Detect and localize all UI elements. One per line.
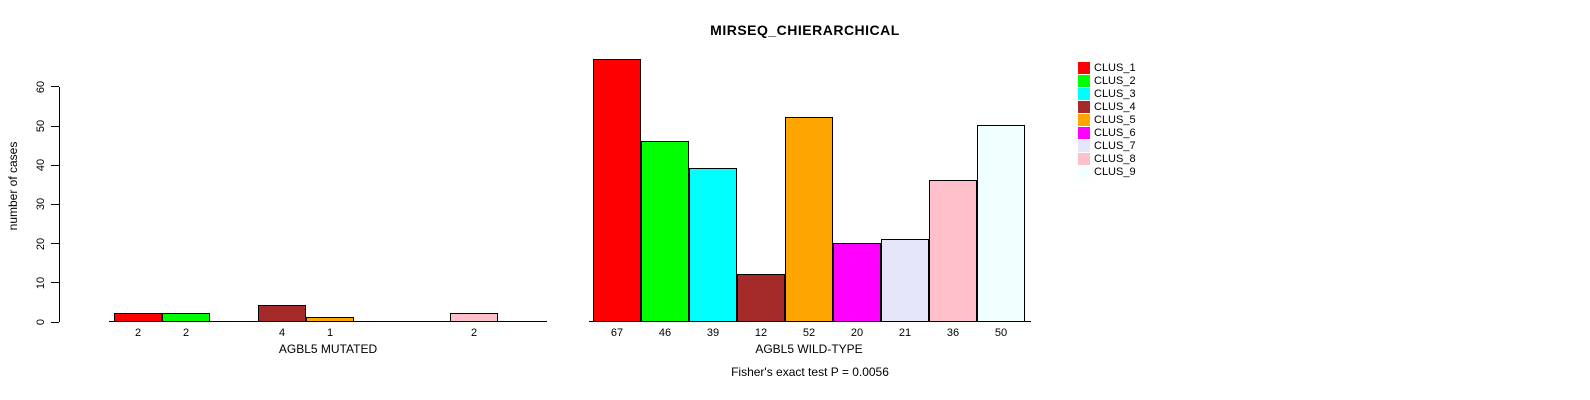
legend-item-clus_5: CLUS_5 [1078,114,1136,126]
legend-label: CLUS_3 [1094,88,1136,100]
bar-value-label: 2 [182,327,190,339]
y-tick-label: 30 [35,198,47,211]
y-axis-title: number of cases [6,141,20,231]
bar-clus_4 [737,274,785,322]
legend-swatch [1078,62,1090,74]
bar-value-label: 4 [278,327,286,339]
y-tick [51,125,59,127]
bar-clus_4 [258,305,306,322]
bar-clus_8 [929,180,977,322]
bar-value-label: 1 [326,327,334,339]
bar-value-label: 50 [994,327,1008,339]
y-tick-label: 0 [35,318,47,326]
bar-clus_5 [306,317,354,322]
legend-label: CLUS_6 [1094,127,1136,139]
bar-value-label: 67 [610,327,624,339]
y-tick-label: 20 [35,237,47,250]
bar-value-label: 21 [898,327,912,339]
legend-item-clus_7: CLUS_7 [1078,140,1136,152]
bar-value-label: 12 [754,327,768,339]
bar-value-label: 39 [706,327,720,339]
y-tick-label: 10 [35,276,47,289]
legend-swatch [1078,114,1090,126]
bar-clus_5 [785,117,833,322]
y-tick [51,243,59,245]
bar-value-label: 52 [802,327,816,339]
legend-item-clus_9: CLUS_9 [1078,166,1136,178]
chart-title: MIRSEQ_CHIERARCHICAL [710,22,900,38]
legend-swatch [1078,101,1090,113]
legend-swatch [1078,140,1090,152]
legend: CLUS_1 CLUS_2 CLUS_3 CLUS_4 CLUS_5 CLUS_6 CLUS… [1078,62,1136,178]
fisher-test-annotation: Fisher's exact test P = 0.0056 [731,365,889,379]
y-tick-label: 50 [35,120,47,133]
legend-swatch [1078,127,1090,139]
legend-swatch [1078,75,1090,87]
legend-swatch [1078,166,1090,178]
legend-label: CLUS_1 [1094,62,1136,74]
legend-swatch [1078,153,1090,165]
legend-item-clus_8: CLUS_8 [1078,153,1136,165]
legend-label: CLUS_9 [1094,166,1136,178]
y-tick-label: 60 [35,80,47,94]
bar-value-label: 46 [658,327,672,339]
legend-item-clus_6: CLUS_6 [1078,127,1136,139]
legend-item-clus_3: CLUS_3 [1078,88,1136,100]
bar-clus_1 [114,313,162,322]
y-tick-label: 40 [35,159,47,172]
bar-clus_2 [641,141,689,322]
bar-clus_9 [977,125,1025,322]
bar-clus_3 [689,168,737,322]
legend-swatch [1078,88,1090,100]
y-tick [51,86,59,88]
bar-clus_1 [593,59,641,322]
bar-value-label: 2 [470,327,478,339]
x-axis-label-wildtype: AGBL5 WILD-TYPE [755,342,863,356]
bar-value-label: 36 [946,327,960,339]
bar-clus_6 [833,243,881,322]
bar-clus_2 [162,313,210,322]
y-tick [51,282,59,284]
y-tick [51,321,59,323]
legend-label: CLUS_8 [1094,153,1136,165]
bar-clus_7 [881,239,929,322]
bar-value-label: 20 [850,327,864,339]
y-axis-line [59,87,60,322]
legend-label: CLUS_2 [1094,75,1136,87]
bar-clus_8 [450,313,498,322]
bar-value-label: 2 [134,327,142,339]
legend-label: CLUS_4 [1094,101,1136,113]
y-tick [51,164,59,166]
legend-label: CLUS_5 [1094,114,1136,126]
legend-label: CLUS_7 [1094,140,1136,152]
x-axis-label-mutated: AGBL5 MUTATED [278,342,378,356]
legend-item-clus_4: CLUS_4 [1078,101,1136,113]
y-tick [51,203,59,205]
legend-item-clus_2: CLUS_2 [1078,75,1136,87]
legend-item-clus_1: CLUS_1 [1078,62,1136,74]
